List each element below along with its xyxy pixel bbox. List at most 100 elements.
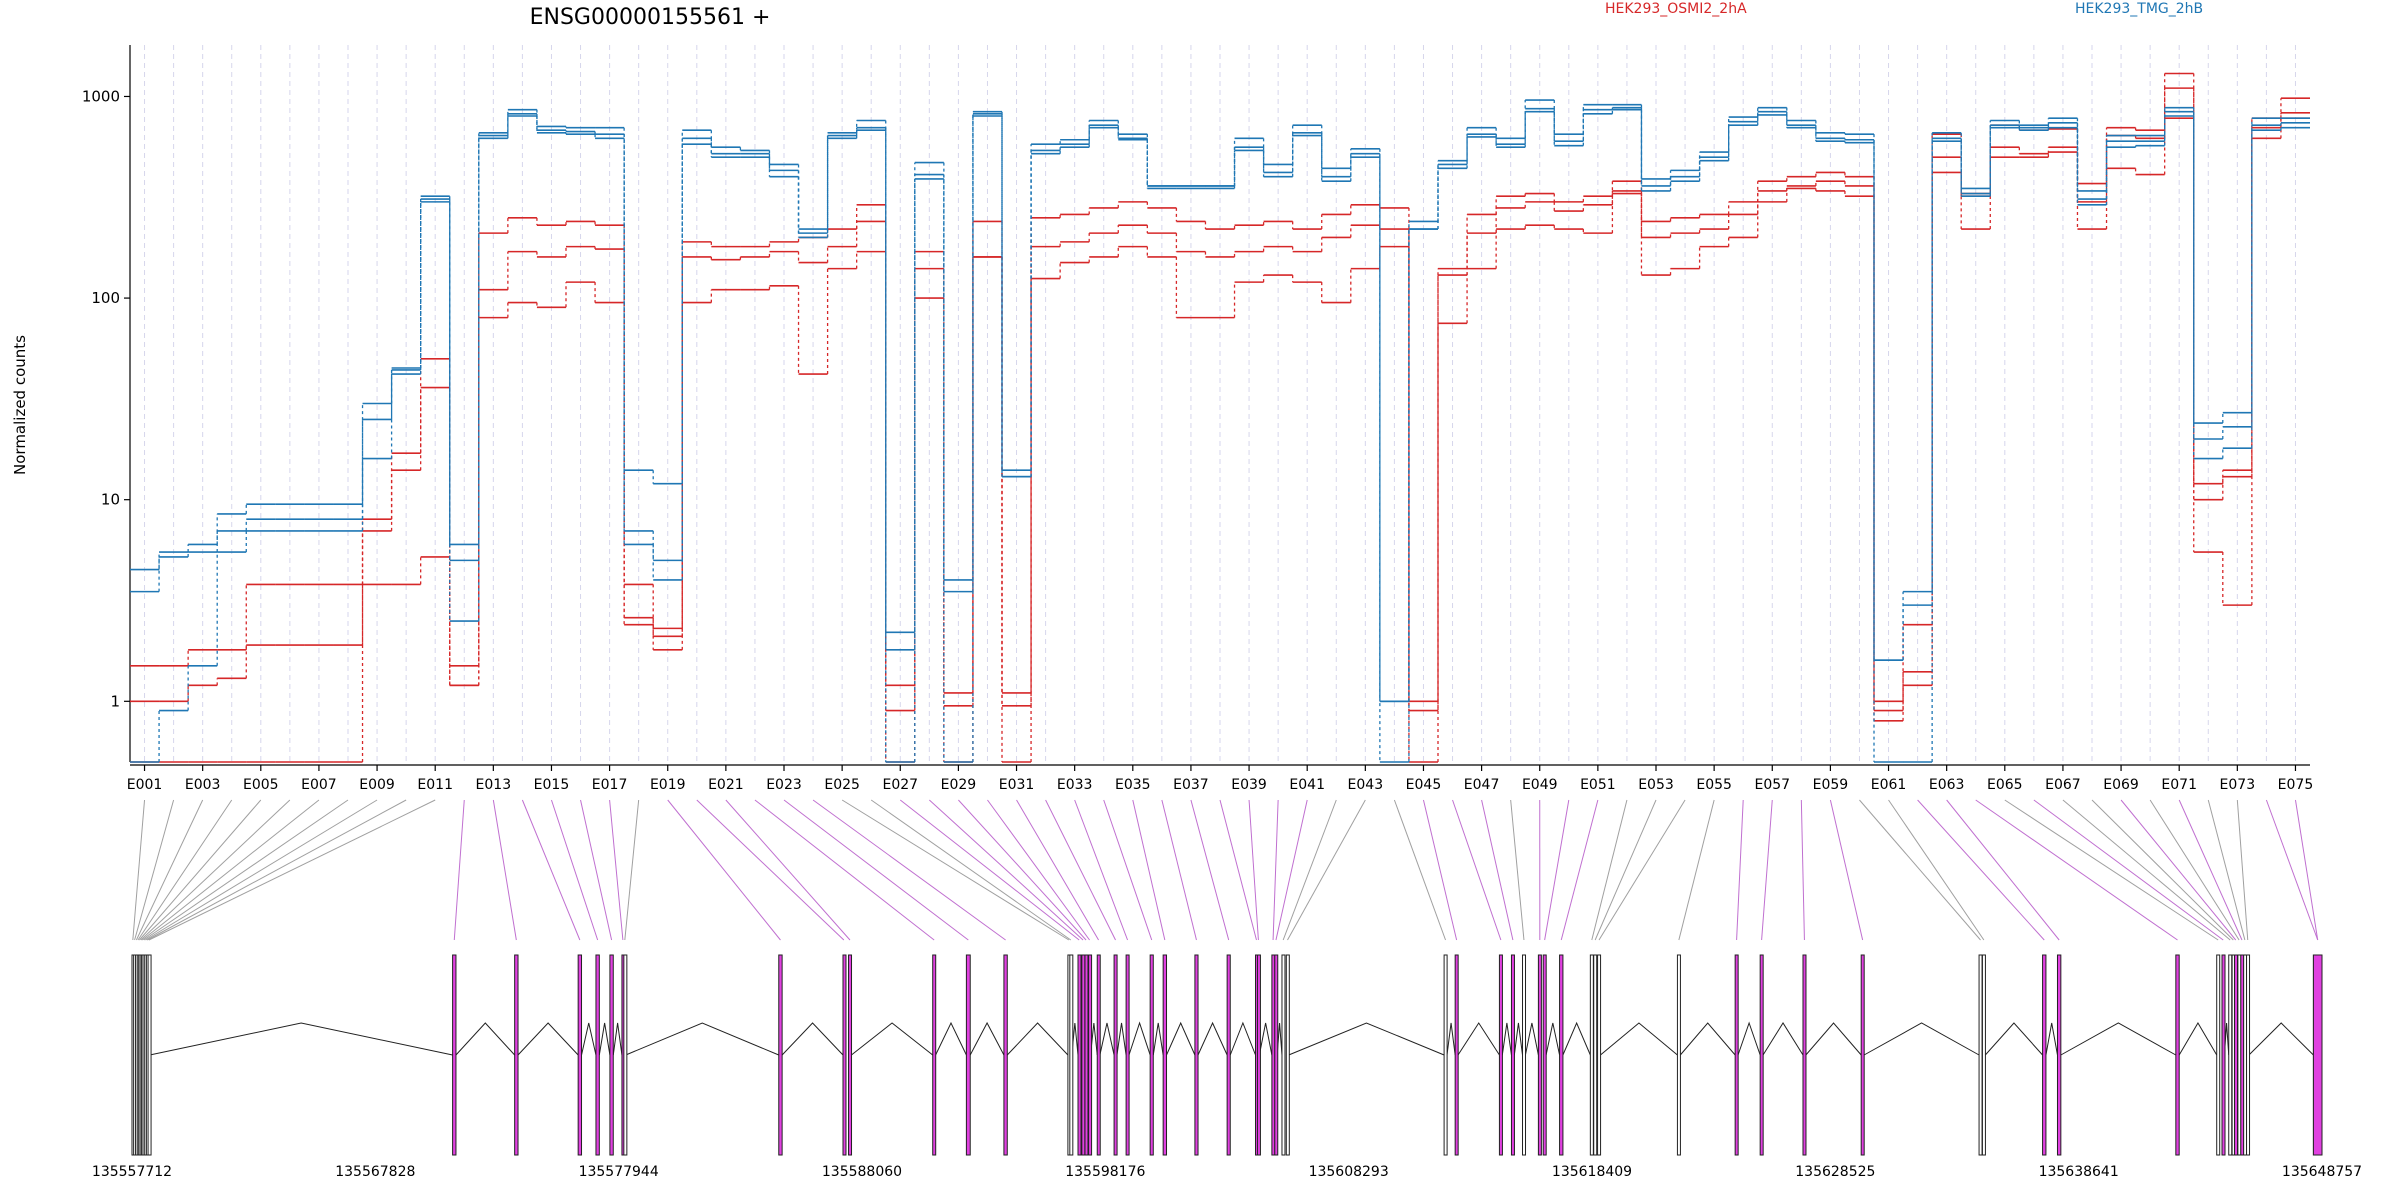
exon-connector (580, 799, 613, 941)
exon-connector (132, 799, 146, 941)
exon-box (147, 954, 152, 1156)
x-tick-label: E023 (766, 777, 802, 793)
exon-connector (812, 799, 1006, 941)
x-tick-label: E057 (1754, 777, 1790, 793)
exon-box (1084, 954, 1089, 1156)
genomic-coordinate-label: 135567828 (335, 1164, 415, 1180)
exon-connector (1016, 799, 1099, 941)
x-tick-label: E029 (941, 777, 977, 793)
intron-line (1762, 1022, 1804, 1056)
genomic-coordinate-label: 135598176 (1065, 1164, 1145, 1180)
axes: 1 10 100 1000 E001 E003 E005 E007 E009 E011 E013 E0… (82, 45, 2313, 793)
exon-connector (1103, 799, 1153, 941)
exon-connector (1045, 799, 1116, 941)
exon-connector (870, 799, 1072, 941)
exon-box (1676, 954, 1681, 1156)
intron-line (1501, 1022, 1512, 1056)
exon-box (1162, 954, 1168, 1156)
x-tick-label: E043 (1348, 777, 1384, 793)
intron-line (1863, 1022, 1980, 1056)
exon-connector (453, 799, 465, 941)
intron-line (1524, 1022, 1539, 1056)
intron-line (969, 1021, 1005, 1056)
exon-connector (1161, 799, 1197, 941)
x-tick-label: E035 (1115, 777, 1151, 793)
exon-connector (987, 799, 1090, 941)
x-tick-label: E009 (359, 777, 395, 793)
chart-title: ENSG00000155561 + (530, 5, 771, 30)
exon-box (1194, 954, 1199, 1156)
intron-line (1116, 1022, 1127, 1056)
x-tick-label: E047 (1464, 777, 1500, 793)
exon-connector (1560, 799, 1599, 941)
exon-connector (143, 799, 349, 941)
exon-box (1096, 954, 1101, 1156)
x-tick-label: E007 (301, 777, 337, 793)
exon-connector (139, 799, 262, 941)
genomic-coordinate-label: 135577944 (579, 1164, 659, 1180)
exon-box (1088, 954, 1093, 1156)
exon-connector (696, 799, 845, 941)
exon-connector (1393, 799, 1447, 941)
exon-connector (2149, 799, 2240, 941)
x-tick-label: E049 (1522, 777, 1558, 793)
intron-line (1128, 1021, 1151, 1056)
intron-line (1545, 1022, 1561, 1056)
exon-connector (1510, 799, 1525, 941)
exon-box (1281, 954, 1286, 1156)
x-tick-label: E069 (2103, 777, 2139, 793)
intron-line (1513, 1022, 1524, 1056)
x-tick-label: E065 (1987, 777, 2023, 793)
exon-connector (550, 799, 599, 941)
legend-entry-tmg: HEK293_TMG_2hB (2075, 1, 2203, 17)
intron-line (598, 1022, 611, 1056)
exon-connector (2091, 799, 2234, 941)
x-tick-label: E033 (1057, 777, 1093, 793)
exon-connector (146, 799, 407, 941)
genomic-coordinate-label: 135648757 (2282, 1164, 2362, 1180)
exon-connector (2004, 799, 2219, 941)
exon-box (1003, 954, 1008, 1156)
intron-line (1737, 1021, 1761, 1056)
intron-line (2045, 1022, 2058, 1056)
x-tick-label: E005 (243, 777, 279, 793)
intron-line (781, 1022, 844, 1056)
intron-line (1229, 1021, 1256, 1056)
exon-box (452, 954, 457, 1156)
exon-box (842, 954, 847, 1156)
x-tick-label: E053 (1638, 777, 1674, 793)
y-tick-label: 1 (110, 692, 120, 710)
exon-connector (1282, 799, 1337, 941)
exon-connector (134, 799, 175, 941)
x-tick-label: E037 (1173, 777, 1209, 793)
exon-box (1077, 954, 1082, 1156)
exon-connector (2033, 799, 2224, 941)
x-tick-label: E003 (185, 777, 221, 793)
exon-connector (1452, 799, 1502, 941)
y-tick-label: 100 (91, 289, 120, 307)
exon-box (577, 954, 583, 1156)
x-tick-label: E067 (2045, 777, 2081, 793)
exon-connector (783, 799, 969, 941)
intron-line (1457, 1022, 1500, 1056)
exon-box (1734, 954, 1739, 1156)
intron-line (517, 1022, 579, 1056)
exon-box (1443, 954, 1448, 1156)
intron-line (1679, 1022, 1736, 1056)
exon-connector (2265, 799, 2319, 941)
exon-connector (521, 799, 581, 941)
x-tick-label: E015 (534, 777, 570, 793)
genomic-axis: 135557712 135567828 135577944 135588060 1355… (92, 1164, 2362, 1180)
exon-connector (1598, 799, 1686, 941)
exon-connector (1800, 799, 1805, 941)
exon-box (1081, 954, 1086, 1156)
intron-line (1006, 1022, 1069, 1056)
exon-connector (667, 799, 781, 941)
exon-connector (1275, 799, 1308, 941)
intron-line (851, 1022, 934, 1056)
exon-connector (1074, 799, 1129, 941)
exon-box (1759, 954, 1764, 1156)
exon-connector (1219, 799, 1257, 941)
y-tick-label: 1000 (82, 87, 120, 105)
x-tick-label: E011 (417, 777, 453, 793)
